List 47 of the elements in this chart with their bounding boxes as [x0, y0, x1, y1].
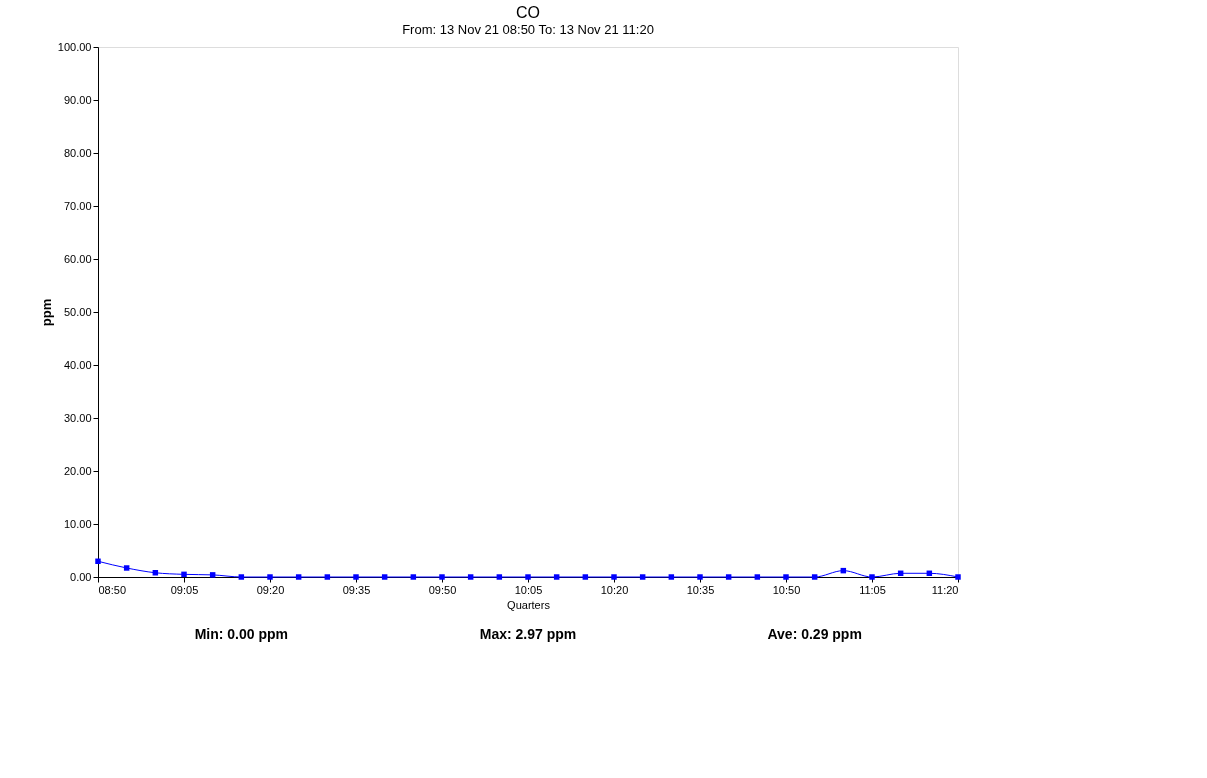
point — [95, 558, 101, 564]
y-tick-label: 20.00 — [63, 464, 92, 477]
point — [410, 574, 417, 580]
chart-subtitle: From: 13 Nov 21 08:50 To: 13 Nov 21 11:20 — [402, 22, 654, 37]
x-tick-label: 09:20 — [256, 583, 285, 596]
x-tick-label: 09:50 — [428, 583, 457, 596]
y-tick-label: 40.00 — [63, 358, 92, 371]
chart-title: CO — [516, 4, 540, 21]
point — [754, 574, 761, 580]
point — [496, 574, 503, 580]
y-tick-label: 80.00 — [63, 146, 92, 159]
x-tick-label: 10:20 — [600, 583, 629, 596]
x-axis-title: Quarters — [507, 598, 551, 611]
point — [582, 574, 589, 580]
y-tick-label: 50.00 — [63, 305, 92, 318]
point — [467, 574, 474, 580]
x-tick-label: 11:20 — [931, 583, 959, 596]
y-tick-label: 70.00 — [63, 199, 92, 212]
point — [639, 574, 646, 580]
text: Max: 2.97 ppm — [479, 626, 577, 642]
point — [123, 565, 130, 571]
point — [295, 574, 302, 580]
x-tick-label: 10:50 — [772, 583, 801, 596]
point — [553, 574, 560, 580]
y-tick-label: 30.00 — [63, 411, 92, 424]
point — [725, 574, 732, 580]
point — [668, 574, 675, 580]
x-tick-label: 11:05 — [859, 583, 886, 596]
y-tick-label: 60.00 — [63, 252, 92, 265]
x-tick-label: 09:35 — [342, 583, 371, 596]
y-tick-label: 90.00 — [63, 93, 92, 106]
point — [381, 574, 388, 580]
text: Min: 0.00 ppm — [194, 626, 289, 642]
x-tick-label: 10:35 — [686, 583, 715, 596]
y-tick-label: 100.00 — [57, 40, 92, 53]
y-axis-title: ppm — [38, 298, 54, 327]
text: Ave: 0.29 ppm — [767, 626, 862, 642]
y-tick-label: 10.00 — [63, 517, 92, 530]
point — [238, 574, 245, 580]
x-tick-label: 09:05 — [170, 583, 199, 596]
x-tick-label: 10:05 — [514, 583, 543, 596]
x-tick-label: 08:50 — [98, 583, 127, 596]
y-tick-label: 0.00 — [70, 570, 92, 583]
point — [811, 574, 818, 580]
point — [324, 574, 331, 580]
point — [181, 571, 187, 578]
point — [209, 572, 216, 578]
